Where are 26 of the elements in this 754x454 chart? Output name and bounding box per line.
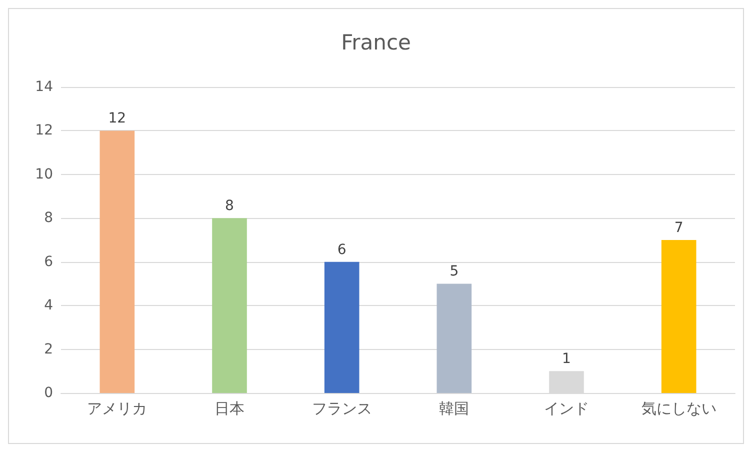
bar [212,218,247,393]
y-tick-label: 14 [35,79,54,95]
y-tick-label: 10 [35,166,53,182]
y-tick-label: 4 [44,298,54,314]
data-label: 12 [108,110,126,127]
x-tick-label: フランス [312,400,372,418]
bar [661,240,696,393]
x-tick-label: インド [544,400,589,418]
data-label: 1 [562,351,571,368]
bar [100,130,135,393]
bar [324,262,360,393]
chart-title: France [341,30,411,54]
y-tick-label: 8 [44,210,53,226]
data-label: 6 [337,242,346,258]
y-tick-label: 0 [44,385,53,401]
bar [436,284,472,393]
x-tick-label: アメリカ [87,400,148,418]
data-label: 5 [450,264,459,280]
x-tick-label: 気にしない [641,400,716,418]
data-label: 7 [674,220,684,236]
y-tick-label: 12 [35,122,53,139]
x-tick-label: 日本 [214,400,244,418]
y-tick-label: 2 [44,341,53,358]
y-tick-label: 6 [44,254,54,270]
x-tick-label: 韓国 [439,400,470,418]
data-label: 8 [225,198,234,214]
